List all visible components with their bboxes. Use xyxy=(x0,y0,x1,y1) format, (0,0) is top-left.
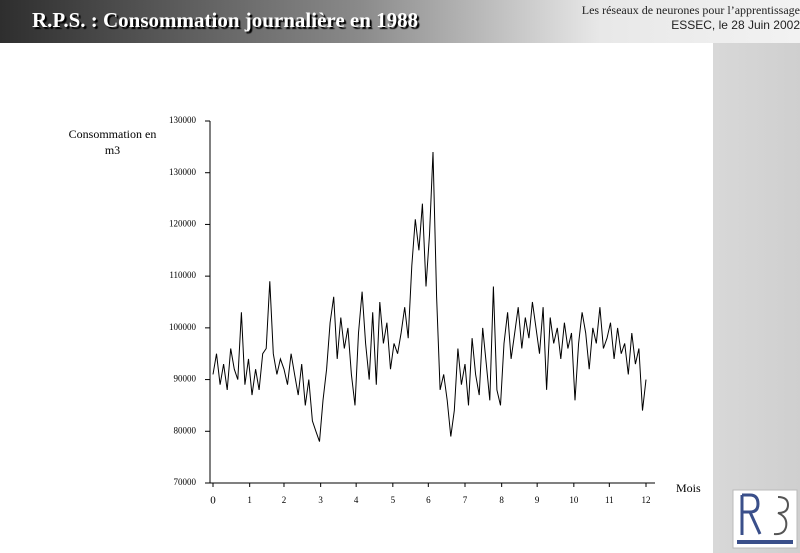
side-strip xyxy=(713,43,800,553)
y-tick-label: 130000 xyxy=(169,167,197,177)
header-bar xyxy=(0,0,800,43)
y-axis-label: Consommation en m3 xyxy=(68,127,157,157)
x-tick-label: 3 xyxy=(318,495,323,505)
x-tick-label: 5 xyxy=(391,495,396,505)
x-tick-label: 6 xyxy=(426,495,431,505)
slide-title: R.P.S. : Consommation journalière en 198… xyxy=(32,8,419,32)
x-tick-label: 7 xyxy=(463,495,468,505)
y-tick-label: 130000 xyxy=(169,115,197,125)
event: ESSEC, le 28 Juin 2002 xyxy=(671,18,800,32)
x-tick-label: 10 xyxy=(569,495,579,505)
y-tick-label: 70000 xyxy=(174,477,197,487)
logo xyxy=(732,489,798,549)
x-tick-label: 0 xyxy=(210,495,216,507)
x-tick-label: 11 xyxy=(605,495,614,505)
x-tick-label: 8 xyxy=(499,495,504,505)
x-axis-label: Mois xyxy=(676,481,701,495)
x-tick-label: 9 xyxy=(535,495,540,505)
y-tick-label: 110000 xyxy=(169,270,196,280)
x-tick-label: 4 xyxy=(354,495,359,505)
y-tick-label: 80000 xyxy=(174,425,197,435)
y-tick-label: 120000 xyxy=(169,218,197,228)
course-name: Les réseaux de neurones pour l’apprentis… xyxy=(581,3,800,17)
y-tick-label: 100000 xyxy=(169,322,197,332)
y-tick-label: 90000 xyxy=(174,374,197,384)
x-tick-label: 12 xyxy=(642,495,651,505)
x-tick-label: 1 xyxy=(247,495,252,505)
data-line xyxy=(212,151,647,442)
x-tick-label: 2 xyxy=(282,495,287,505)
